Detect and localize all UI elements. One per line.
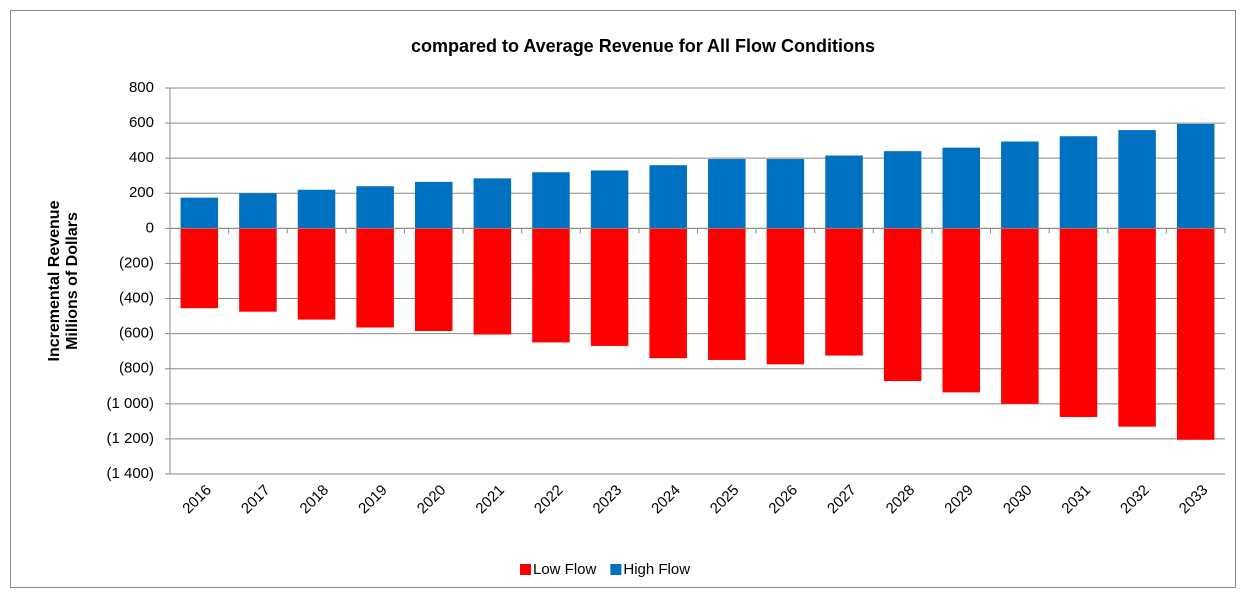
bar — [1001, 228, 1039, 404]
y-axis-label: Millions of Dollars — [64, 212, 81, 350]
bar — [1176, 228, 1215, 440]
bar — [180, 197, 219, 229]
bar — [1118, 228, 1156, 427]
y-tick-label: 800 — [129, 79, 154, 96]
legend-swatch — [520, 564, 531, 575]
bar — [590, 170, 629, 229]
y-tick-label: 0 — [146, 219, 154, 236]
bar — [825, 228, 863, 356]
bar — [942, 147, 981, 229]
bar — [883, 151, 922, 229]
y-axis-label: Incremental Revenue — [46, 200, 63, 361]
bar — [239, 228, 277, 312]
bar — [649, 228, 687, 359]
legend-label: High Flow — [623, 561, 690, 578]
chart-title: compared to Average Revenue for All Flow… — [411, 36, 875, 56]
bar — [356, 228, 394, 328]
bar — [180, 228, 219, 309]
bar — [942, 228, 981, 393]
bar — [825, 155, 863, 229]
bar — [766, 159, 805, 229]
bar — [1059, 228, 1098, 417]
y-tick-label: (600) — [119, 325, 154, 342]
bar — [766, 228, 805, 365]
bar — [1176, 123, 1215, 229]
bar — [414, 228, 453, 332]
bar — [708, 159, 746, 229]
bar — [414, 181, 453, 229]
bar — [532, 228, 570, 343]
bar — [239, 193, 277, 229]
bar — [473, 178, 512, 229]
bar — [532, 172, 570, 229]
y-tick-label: (1 000) — [106, 395, 154, 412]
bar — [883, 228, 922, 382]
y-tick-label: (800) — [119, 360, 154, 377]
bar — [297, 189, 336, 229]
bar — [1001, 141, 1039, 229]
bar — [590, 228, 629, 346]
bar — [356, 186, 394, 229]
bar — [297, 228, 336, 320]
y-tick-label: (400) — [119, 290, 154, 307]
bar — [473, 228, 512, 335]
legend-swatch — [610, 564, 622, 575]
y-tick-label: (1 400) — [106, 465, 154, 482]
y-tick-label: (200) — [119, 254, 154, 271]
bar — [649, 165, 687, 229]
y-tick-label: (1 200) — [106, 430, 154, 447]
y-tick-label: 600 — [129, 114, 154, 131]
y-tick-label: 400 — [129, 149, 154, 166]
bar — [708, 228, 746, 360]
bar — [1118, 130, 1156, 229]
bar — [1059, 136, 1098, 229]
legend-label: Low Flow — [533, 561, 597, 578]
y-tick-label: 200 — [129, 184, 154, 201]
